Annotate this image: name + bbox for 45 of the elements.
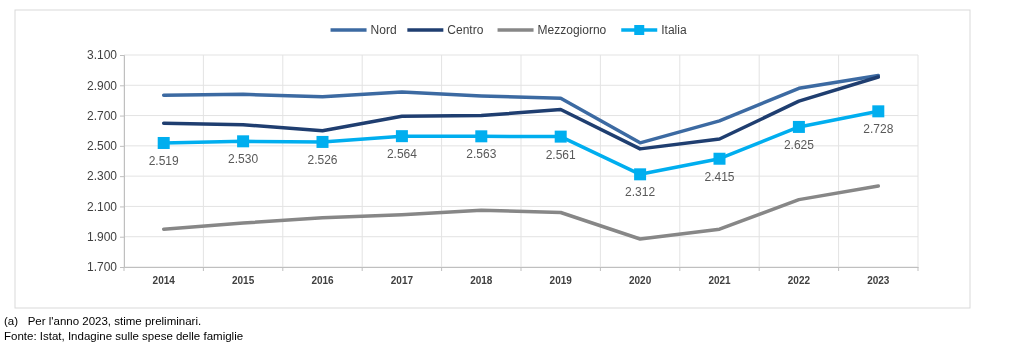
x-tick-label: 2021	[708, 275, 732, 287]
point	[316, 135, 329, 148]
data-label: 2.625	[783, 137, 815, 152]
point	[395, 130, 408, 143]
data-label: 2.530	[228, 152, 259, 167]
legend-label: Italia	[661, 23, 687, 37]
data-label: 2.561	[545, 147, 577, 162]
data-label: 2.519	[148, 153, 180, 168]
y-tick-label: 1.700	[86, 260, 118, 275]
point	[872, 105, 885, 118]
y-tick-label: 2.300	[86, 169, 118, 184]
data-label: 2.526	[307, 152, 338, 167]
y-tick-label: 2.900	[86, 78, 118, 93]
point	[237, 135, 250, 148]
point	[157, 136, 170, 149]
x-tick-label: 2020	[628, 275, 652, 287]
y-tick-label: 2.500	[86, 139, 118, 154]
x-tick-label: 2023	[867, 275, 890, 287]
legend-label: Mezzogiorno	[537, 23, 607, 37]
y-tick-label: 2.700	[86, 108, 118, 123]
legend-label: Centro	[447, 23, 484, 37]
x-tick-label: 2016	[311, 275, 335, 287]
source-note: Fonte: Istat, Indagine sulle spese delle famiglie	[4, 330, 244, 342]
y-tick-label: 2.100	[86, 199, 118, 214]
data-label: 2.564	[386, 147, 418, 162]
x-tick-label: 2017	[390, 275, 414, 287]
point	[475, 130, 488, 143]
y-tick-label: 3.100	[86, 48, 118, 63]
data-label: 2.728	[863, 122, 894, 137]
x-tick-label: 2022	[787, 275, 811, 287]
point	[634, 168, 647, 181]
y-tick-label: 1.900	[86, 230, 118, 245]
point	[713, 152, 726, 165]
x-tick-label: 2018	[470, 275, 493, 287]
text: (a) Per l'anno 2023, stime preliminari.	[4, 315, 202, 327]
point	[554, 130, 567, 143]
legend-label: Nord	[370, 23, 397, 37]
x-tick-label: 2019	[549, 275, 573, 287]
data-label: 2.415	[704, 169, 735, 184]
x-tick-label: 2015	[231, 275, 255, 287]
data-label: 2.563	[466, 147, 497, 162]
point	[792, 120, 805, 133]
line-series	[161, 184, 881, 241]
x-tick-label: 2014	[152, 275, 176, 287]
data-label: 2.312	[625, 185, 656, 200]
